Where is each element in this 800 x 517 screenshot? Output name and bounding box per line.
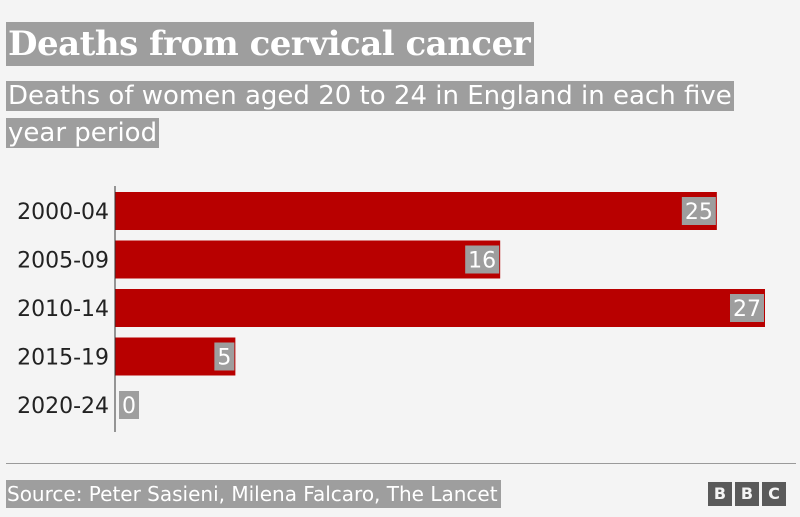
value-label-bg xyxy=(119,391,139,419)
chart-subtitle: Deaths of women aged 20 to 24 in England… xyxy=(6,78,796,152)
footer-divider xyxy=(6,463,796,464)
value-label-bg xyxy=(730,294,764,322)
value-label-bg xyxy=(681,197,716,225)
value-label: 0 xyxy=(122,394,136,419)
bar-chart-svg: 2000-04 25 2005-09 16 2010-14 27 2015-19 5 2020-… xyxy=(17,186,765,432)
bar-2010-14 xyxy=(115,289,765,327)
bbc-logo: B B C xyxy=(708,482,786,506)
value-label: 27 xyxy=(733,297,761,322)
category-label: 2000-04 xyxy=(17,200,109,225)
source-note: Source: Peter Sasieni, Milena Falcaro, T… xyxy=(6,480,501,508)
chart-title: Deaths from cervical cancer xyxy=(6,22,535,66)
category-label: 2020-24 xyxy=(17,394,109,419)
category-label: 2005-09 xyxy=(17,249,109,274)
value-label-bg xyxy=(465,245,500,274)
bbc-logo-letter-3: C xyxy=(762,482,786,506)
bar-chart: 2000-04 25 2005-09 16 2010-14 27 2015-19 5 2020-… xyxy=(0,178,800,438)
bbc-logo-letter-1: B xyxy=(708,482,732,506)
bar-2000-04 xyxy=(115,192,717,230)
bbc-logo-letter-2: B xyxy=(735,482,759,506)
chart-subtitle-text: Deaths of women aged 20 to 24 in England… xyxy=(6,81,734,148)
value-label: 25 xyxy=(685,200,713,225)
category-label: 2010-14 xyxy=(17,297,109,322)
bar-2005-09 xyxy=(115,240,501,279)
value-label-bg xyxy=(214,342,235,371)
category-label: 2015-19 xyxy=(17,346,109,371)
value-label: 16 xyxy=(468,249,496,274)
value-label: 5 xyxy=(217,346,231,371)
